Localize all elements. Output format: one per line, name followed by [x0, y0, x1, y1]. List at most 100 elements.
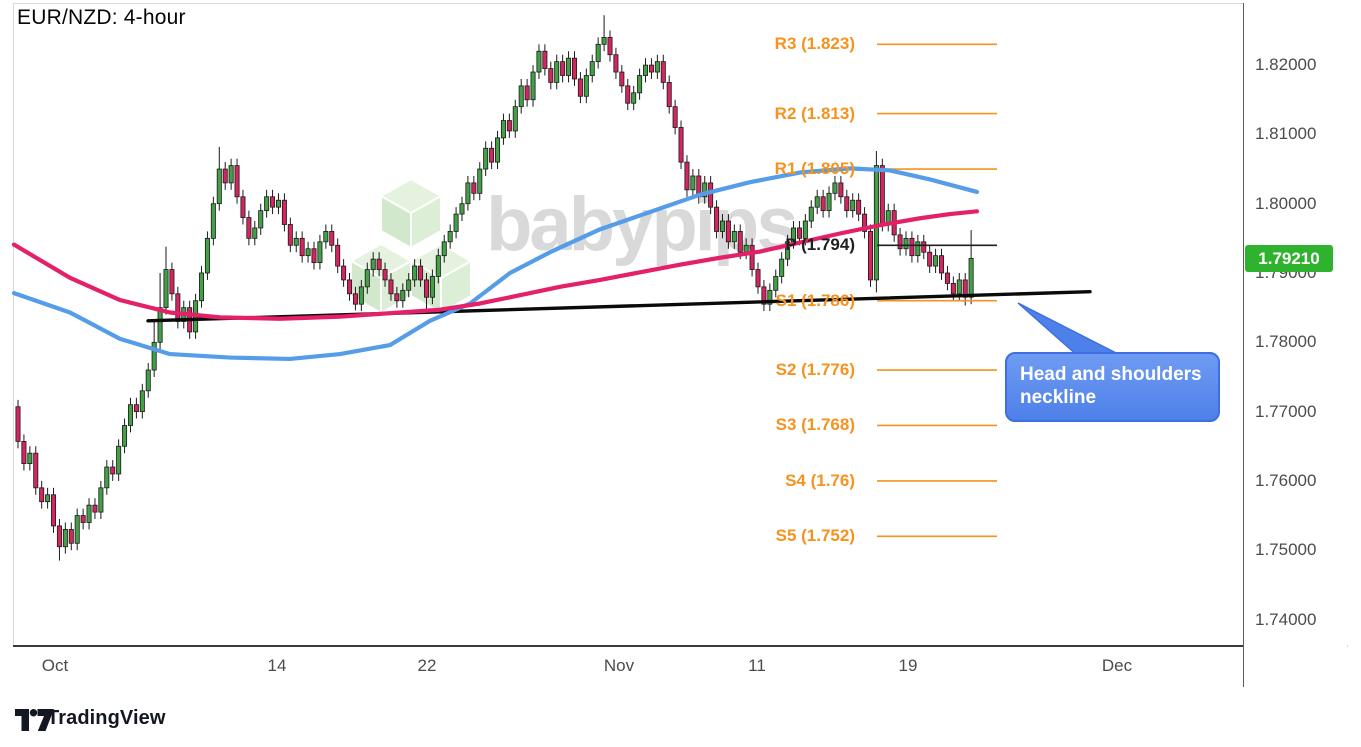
candle: [264, 189, 270, 218]
candle: [441, 234, 447, 263]
candle: [435, 248, 441, 284]
candle: [500, 113, 506, 145]
price-tick-1.78000: 1.78000: [1255, 332, 1317, 352]
neckline-callout[interactable]: Head and shoulders neckline: [1005, 352, 1220, 423]
ma-blue-line: [11, 166, 980, 362]
candle: [512, 99, 518, 138]
candle: [850, 193, 856, 218]
candle: [92, 498, 98, 520]
candle: [234, 158, 240, 204]
candle: [779, 252, 785, 284]
candle: [542, 44, 548, 76]
candle: [820, 189, 826, 218]
date-axis[interactable]: Oct 14 22 Nov 11 19 Dec: [13, 647, 1348, 687]
candle: [347, 273, 353, 301]
price-tick-1.80000: 1.80000: [1255, 193, 1317, 213]
callout-tail: [1017, 302, 1123, 357]
candle: [654, 54, 660, 79]
date-tick-19: 19: [898, 656, 918, 675]
pivot-label-s5: S5 (1.752): [775, 526, 855, 546]
candle: [530, 65, 536, 107]
candle: [341, 259, 347, 287]
candle: [844, 189, 850, 218]
candle: [145, 363, 151, 398]
candle: [595, 37, 601, 69]
candle: [897, 227, 903, 256]
candle: [524, 78, 530, 107]
candle: [163, 246, 169, 315]
candle: [21, 434, 27, 471]
candle: [98, 480, 104, 520]
candle: [678, 120, 684, 170]
pivot-label-r3: R3 (1.823): [774, 34, 855, 54]
candle: [832, 175, 838, 201]
candle: [258, 203, 264, 235]
candle: [15, 399, 21, 449]
candle: [122, 418, 128, 454]
candle: [240, 189, 246, 225]
candle: [139, 383, 145, 419]
candle: [690, 169, 696, 197]
candle: [471, 175, 477, 201]
candle: [927, 245, 933, 273]
candle: [613, 47, 619, 79]
candle: [731, 224, 737, 249]
candle: [856, 193, 862, 222]
candle: [506, 113, 512, 138]
candle: [808, 200, 814, 228]
candle: [418, 259, 424, 287]
candle: [447, 224, 453, 249]
candle: [62, 522, 68, 554]
candle: [702, 175, 708, 204]
candle: [684, 155, 690, 197]
candle: [287, 217, 293, 253]
candle: [175, 286, 181, 329]
candle: [293, 231, 299, 253]
candle: [45, 487, 51, 509]
price-axis[interactable]: 1.82000 1.81000 1.80000 1.79000 1.78000 1.770…: [1244, 3, 1348, 645]
candle: [406, 273, 412, 298]
candle: [394, 286, 400, 308]
candle: [68, 522, 74, 551]
candle: [370, 252, 376, 277]
candle: [222, 162, 228, 190]
candle: [311, 241, 317, 270]
pivot-label-r2: R2 (1.813): [774, 103, 855, 123]
candle: [672, 99, 678, 135]
tradingview-logo-icon[interactable]: [15, 709, 55, 733]
candle: [270, 189, 276, 215]
date-tick-22: 22: [417, 656, 437, 675]
candle: [518, 78, 524, 114]
price-axis-separator: [1243, 3, 1244, 687]
candle: [909, 231, 915, 263]
candle: [939, 248, 945, 280]
candle: [915, 234, 921, 263]
candle: [933, 248, 939, 273]
candle: [548, 61, 554, 90]
candle: [489, 141, 495, 170]
candle: [388, 273, 394, 301]
candle: [423, 273, 429, 310]
pivot-label-s3: S3 (1.768): [775, 415, 855, 435]
candle: [127, 397, 133, 433]
candle: [27, 446, 33, 471]
candle: [583, 68, 589, 104]
candle: [566, 51, 572, 83]
tradingview-wordmark[interactable]: TradingView: [47, 707, 166, 729]
candle: [536, 44, 542, 79]
candle: [33, 446, 39, 495]
candle: [169, 262, 175, 301]
candle: [204, 231, 210, 280]
last-price-badge: 1.79210: [1245, 245, 1333, 273]
candle: [228, 158, 234, 190]
candle: [104, 460, 110, 495]
candle: [838, 175, 844, 204]
candle: [299, 231, 305, 263]
candle: [554, 54, 560, 90]
date-tick-11: 11: [748, 656, 766, 675]
candle: [116, 439, 122, 481]
date-tick-14: 14: [267, 656, 287, 675]
candle: [826, 186, 832, 218]
candle: [643, 58, 649, 83]
